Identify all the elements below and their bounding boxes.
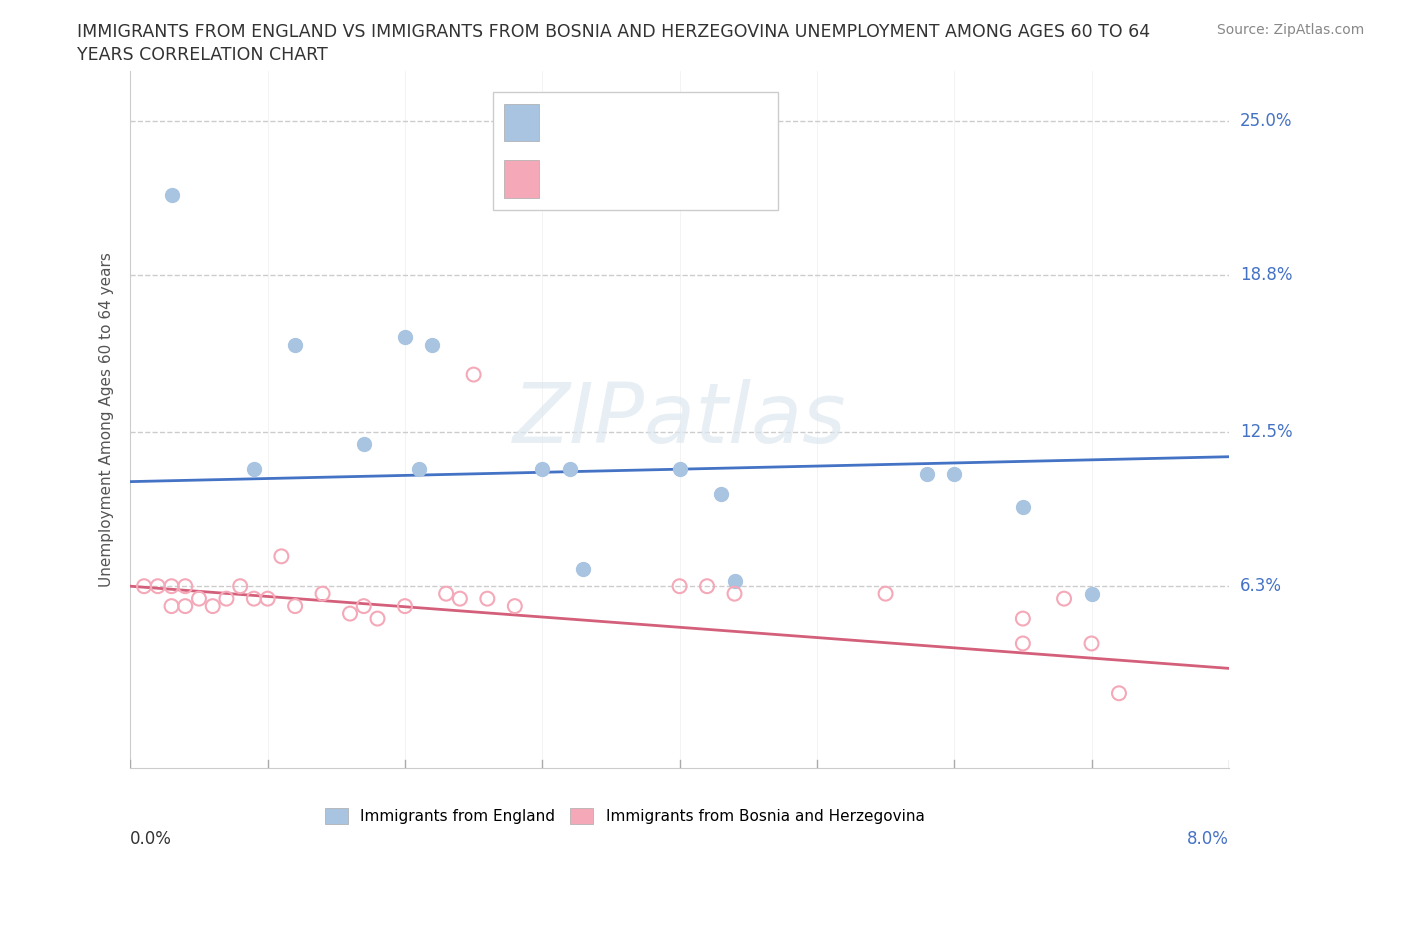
Point — [943, 467, 966, 482]
Point — [394, 599, 416, 614]
Point — [915, 467, 938, 482]
Point — [1012, 611, 1035, 626]
Point — [256, 591, 278, 606]
Point — [710, 486, 733, 501]
Point — [160, 578, 183, 593]
Text: 6.3%: 6.3% — [1240, 578, 1282, 595]
Point — [160, 188, 183, 203]
Point — [668, 578, 690, 593]
Y-axis label: Unemployment Among Ages 60 to 64 years: Unemployment Among Ages 60 to 64 years — [100, 252, 114, 587]
Point — [243, 461, 266, 476]
Point — [174, 599, 197, 614]
Point — [394, 330, 416, 345]
Point — [353, 437, 375, 452]
Point — [1012, 499, 1035, 514]
Text: IMMIGRANTS FROM ENGLAND VS IMMIGRANTS FROM BOSNIA AND HERZEGOVINA UNEMPLOYMENT A: IMMIGRANTS FROM ENGLAND VS IMMIGRANTS FR… — [77, 23, 1150, 41]
Point — [408, 461, 430, 476]
Point — [243, 591, 266, 606]
Point — [339, 606, 361, 621]
Point — [1053, 591, 1076, 606]
Legend: Immigrants from England, Immigrants from Bosnia and Herzegovina: Immigrants from England, Immigrants from… — [319, 802, 931, 830]
Text: Source: ZipAtlas.com: Source: ZipAtlas.com — [1216, 23, 1364, 37]
Point — [229, 578, 252, 593]
Point — [146, 578, 169, 593]
Point — [558, 461, 581, 476]
Point — [1080, 586, 1102, 601]
Point — [449, 591, 471, 606]
Point — [572, 562, 595, 577]
Point — [1012, 636, 1035, 651]
Point — [875, 586, 897, 601]
Point — [353, 599, 375, 614]
Point — [311, 586, 333, 601]
Point — [188, 591, 211, 606]
Point — [1108, 685, 1130, 700]
Text: 25.0%: 25.0% — [1240, 112, 1292, 129]
Point — [422, 338, 444, 352]
Point — [503, 599, 526, 614]
Point — [723, 586, 745, 601]
Point — [132, 578, 155, 593]
Point — [160, 599, 183, 614]
Text: 12.5%: 12.5% — [1240, 423, 1292, 441]
Point — [174, 578, 197, 593]
Point — [270, 549, 292, 564]
Text: 8.0%: 8.0% — [1187, 830, 1229, 848]
Point — [531, 461, 554, 476]
Text: 18.8%: 18.8% — [1240, 266, 1292, 284]
Point — [668, 461, 690, 476]
Text: ZIPatlas: ZIPatlas — [513, 379, 846, 459]
Point — [434, 586, 457, 601]
Text: YEARS CORRELATION CHART: YEARS CORRELATION CHART — [77, 46, 328, 64]
Point — [477, 591, 499, 606]
Text: 0.0%: 0.0% — [131, 830, 172, 848]
Point — [463, 367, 485, 382]
Point — [215, 591, 238, 606]
Point — [366, 611, 388, 626]
Point — [284, 338, 307, 352]
Point — [723, 574, 745, 589]
Point — [284, 599, 307, 614]
Point — [1080, 636, 1102, 651]
Point — [696, 578, 718, 593]
Point — [201, 599, 224, 614]
